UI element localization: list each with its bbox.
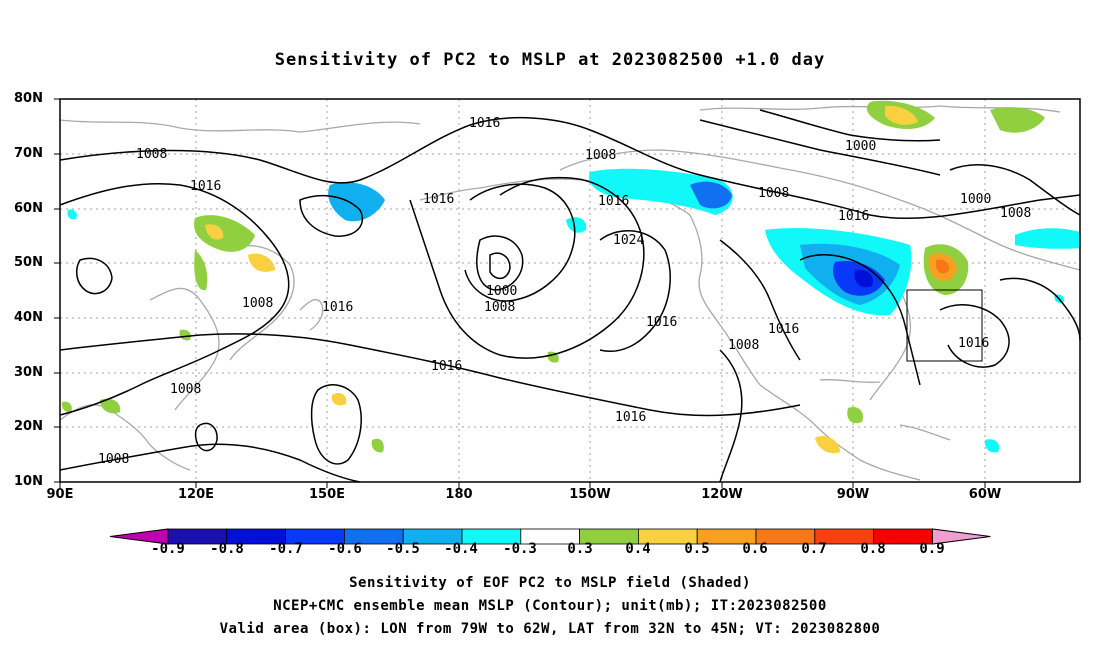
colorbar-high-arrow <box>931 528 991 545</box>
caption-line-1: Sensitivity of EOF PC2 to MSLP field (Sh… <box>349 575 751 591</box>
lat-label-80n: 80N <box>14 91 43 106</box>
colorbar-tick: 0.3 <box>567 541 593 557</box>
contour-label: 1000 <box>486 284 517 299</box>
colorbar-tick: 0.8 <box>860 541 886 557</box>
contour-label: 1008 <box>98 452 129 467</box>
lon-label-90w: 90W <box>836 487 870 502</box>
lat-label-10n: 10N <box>14 474 43 489</box>
lat-label-20n: 20N <box>14 419 43 434</box>
contour-label: 1008 <box>170 382 201 397</box>
contour-label: 1008 <box>242 296 273 311</box>
contour-label: 1016 <box>423 192 454 207</box>
lat-label-60n: 60N <box>14 201 43 216</box>
colorbar-tick: -0.5 <box>386 541 420 557</box>
contour-label: 1016 <box>469 116 500 131</box>
contour-label: 1008 <box>758 186 789 201</box>
colorbar-tick: 0.7 <box>801 541 827 557</box>
caption-line-2: NCEP+CMC ensemble mean MSLP (Contour); u… <box>273 598 827 614</box>
contour-label: 1008 <box>585 148 616 163</box>
lat-label-40n: 40N <box>14 310 43 325</box>
contour-label: 1016 <box>768 322 799 337</box>
colorbar-tick: -0.8 <box>210 541 244 557</box>
contour-label: 1016 <box>598 194 629 209</box>
contour-label: 1016 <box>838 209 869 224</box>
contour-label: 1016 <box>431 359 462 374</box>
colorbar-tick: -0.9 <box>151 541 185 557</box>
colorbar-tick: -0.3 <box>503 541 537 557</box>
mslp-contours <box>59 109 1081 483</box>
colorbar-tick: -0.4 <box>444 541 478 557</box>
contour-label: 1008 <box>1000 206 1031 221</box>
lon-label-120w: 120W <box>701 487 743 502</box>
colorbar <box>109 528 991 545</box>
lat-label-50n: 50N <box>14 255 43 270</box>
grid-lines <box>60 99 1080 482</box>
contour-label: 1008 <box>728 338 759 353</box>
colorbar-tick: -0.7 <box>269 541 303 557</box>
lon-label-90e: 90E <box>46 487 74 502</box>
lon-label-150w: 150W <box>569 487 611 502</box>
colorbar-tick: -0.6 <box>328 541 362 557</box>
caption-line-3: Valid area (box): LON from 79W to 62W, L… <box>219 621 881 637</box>
contour-label: 1016 <box>190 179 221 194</box>
contour-label: 1016 <box>958 336 989 351</box>
lon-label-120e: 120E <box>177 487 215 502</box>
contour-label: 1024 <box>613 233 644 248</box>
lat-label-70n: 70N <box>14 146 43 161</box>
sensitivity-shading <box>61 100 1080 454</box>
lon-label-60w: 60W <box>968 487 1002 502</box>
valid-area-box <box>906 289 983 362</box>
colorbar-tick: 0.9 <box>919 541 945 557</box>
contour-label: 1016 <box>322 300 353 315</box>
contour-label: 1008 <box>136 147 167 162</box>
lat-label-30n: 30N <box>14 365 43 380</box>
colorbar-tick: 0.6 <box>742 541 768 557</box>
lon-label-150e: 150E <box>308 487 346 502</box>
lon-label-180: 180 <box>445 487 473 502</box>
contour-label: 1000 <box>960 192 991 207</box>
colorbar-tick: 0.5 <box>684 541 710 557</box>
contour-label: 1000 <box>845 139 876 154</box>
contour-label: 1016 <box>646 315 677 330</box>
contour-label: 1008 <box>484 300 515 315</box>
contour-label: 1016 <box>615 410 646 425</box>
colorbar-tick: 0.4 <box>625 541 651 557</box>
map-title: Sensitivity of PC2 to MSLP at 2023082500… <box>274 50 826 70</box>
